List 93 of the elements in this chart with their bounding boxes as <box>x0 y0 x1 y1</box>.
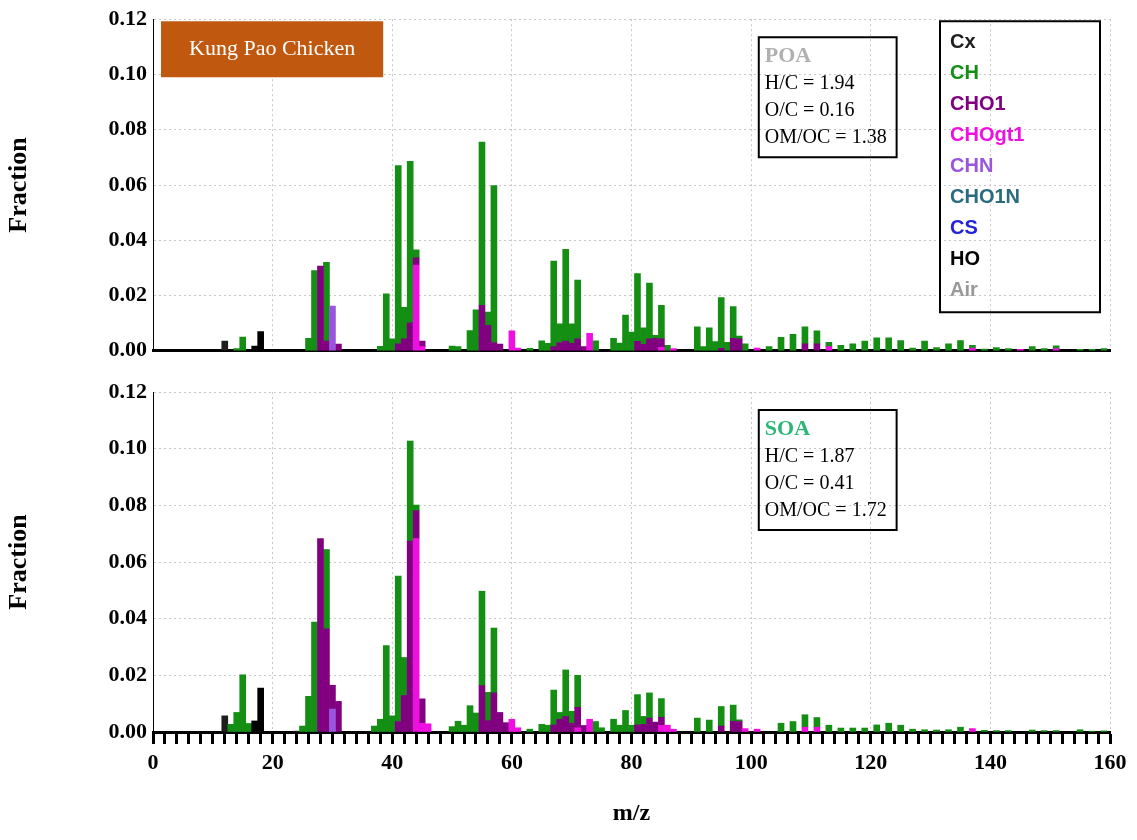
bar <box>825 724 833 732</box>
bar <box>478 141 486 306</box>
y-tick-label: 0.00 <box>108 717 147 743</box>
bar <box>921 340 928 351</box>
bar <box>693 717 701 732</box>
bar <box>885 722 893 732</box>
bar <box>801 714 809 728</box>
bar <box>329 708 336 732</box>
text: CH <box>950 61 979 84</box>
bar <box>586 718 593 732</box>
annotation: OM/OC = 1.38 <box>764 124 887 147</box>
bar <box>969 728 976 732</box>
y-tick-label: 0.08 <box>108 491 147 517</box>
annotation: OM/OC = 1.72 <box>764 497 887 520</box>
x-axis-title: m/z <box>612 798 651 825</box>
bar <box>945 729 952 732</box>
legend-label: CHO1N <box>950 185 1021 208</box>
y-tick-label: 0.04 <box>108 225 147 251</box>
bar <box>801 726 809 732</box>
x-tick-label: 20 <box>261 748 284 774</box>
bar <box>897 724 904 732</box>
bar <box>741 728 749 732</box>
text: CHO1 <box>950 92 1006 115</box>
bar <box>574 727 581 732</box>
bar <box>1028 346 1036 351</box>
bar <box>873 337 881 351</box>
bar <box>957 340 964 351</box>
bar <box>993 347 1000 351</box>
annotation: O/C = 0.41 <box>764 470 855 493</box>
y-axis-title: Fraction <box>3 513 33 610</box>
y-tick-label: 0.06 <box>108 547 147 573</box>
bar <box>221 715 229 732</box>
bar <box>550 689 558 726</box>
y-axis-title: Fraction <box>3 136 33 233</box>
bar <box>658 698 665 718</box>
y-tick-label: 0.02 <box>108 661 147 687</box>
bar <box>753 728 761 732</box>
annotation: Kung Pao Chicken <box>189 34 356 60</box>
y-tick-label: 0.10 <box>108 60 147 86</box>
bar <box>873 724 881 732</box>
y-tick-label: 0.10 <box>108 434 147 460</box>
text: CHOgt1 <box>950 123 1025 146</box>
bar <box>861 727 869 732</box>
legend-label: CS <box>950 216 978 239</box>
bar <box>221 340 229 351</box>
x-tick-label: 60 <box>500 748 523 774</box>
bar <box>801 326 809 345</box>
bar <box>538 724 546 732</box>
y-tick-label: 0.02 <box>108 281 147 307</box>
bar <box>717 706 725 727</box>
annotation: H/C = 1.87 <box>764 443 855 466</box>
annotation: H/C = 1.94 <box>764 70 855 93</box>
y-tick-label: 0.06 <box>108 170 147 196</box>
bar <box>1076 729 1084 732</box>
bar <box>323 549 330 630</box>
x-tick-label: 140 <box>973 748 1007 774</box>
x-tick-label: 100 <box>734 748 768 774</box>
text: Cx <box>950 30 976 53</box>
bar <box>921 729 928 732</box>
annotation: O/C = 0.16 <box>764 97 855 120</box>
x-tick-label: 40 <box>381 748 404 774</box>
bar <box>574 675 581 708</box>
bar <box>777 722 785 732</box>
bar <box>897 340 904 351</box>
bar <box>849 727 857 732</box>
y-tick-label: 0.00 <box>108 336 147 362</box>
y-tick-label: 0.12 <box>108 377 147 403</box>
annotation: SOA <box>764 415 811 441</box>
bar <box>586 333 593 351</box>
bar <box>933 347 940 351</box>
y-tick-label: 0.08 <box>108 115 147 141</box>
text: CHN <box>950 154 994 177</box>
annotation: POA <box>764 42 812 68</box>
bar <box>789 721 797 732</box>
x-tick-label: 0 <box>147 748 159 774</box>
x-tick-label: 80 <box>620 748 643 774</box>
bar <box>933 729 940 732</box>
bar <box>526 728 534 732</box>
x-tick-label: 120 <box>854 748 888 774</box>
bar <box>329 305 336 351</box>
x-tick-label: 160 <box>1093 748 1127 774</box>
y-tick-label: 0.12 <box>108 4 147 30</box>
bar <box>885 337 893 351</box>
bar <box>813 726 821 732</box>
bar <box>909 728 916 732</box>
text: HO <box>950 247 980 270</box>
bar <box>705 719 713 732</box>
legend-label: Air <box>950 278 978 301</box>
bar <box>957 726 964 732</box>
bar <box>1028 729 1036 732</box>
bar <box>717 725 725 732</box>
bar <box>861 340 869 351</box>
y-tick-label: 0.04 <box>108 604 147 630</box>
